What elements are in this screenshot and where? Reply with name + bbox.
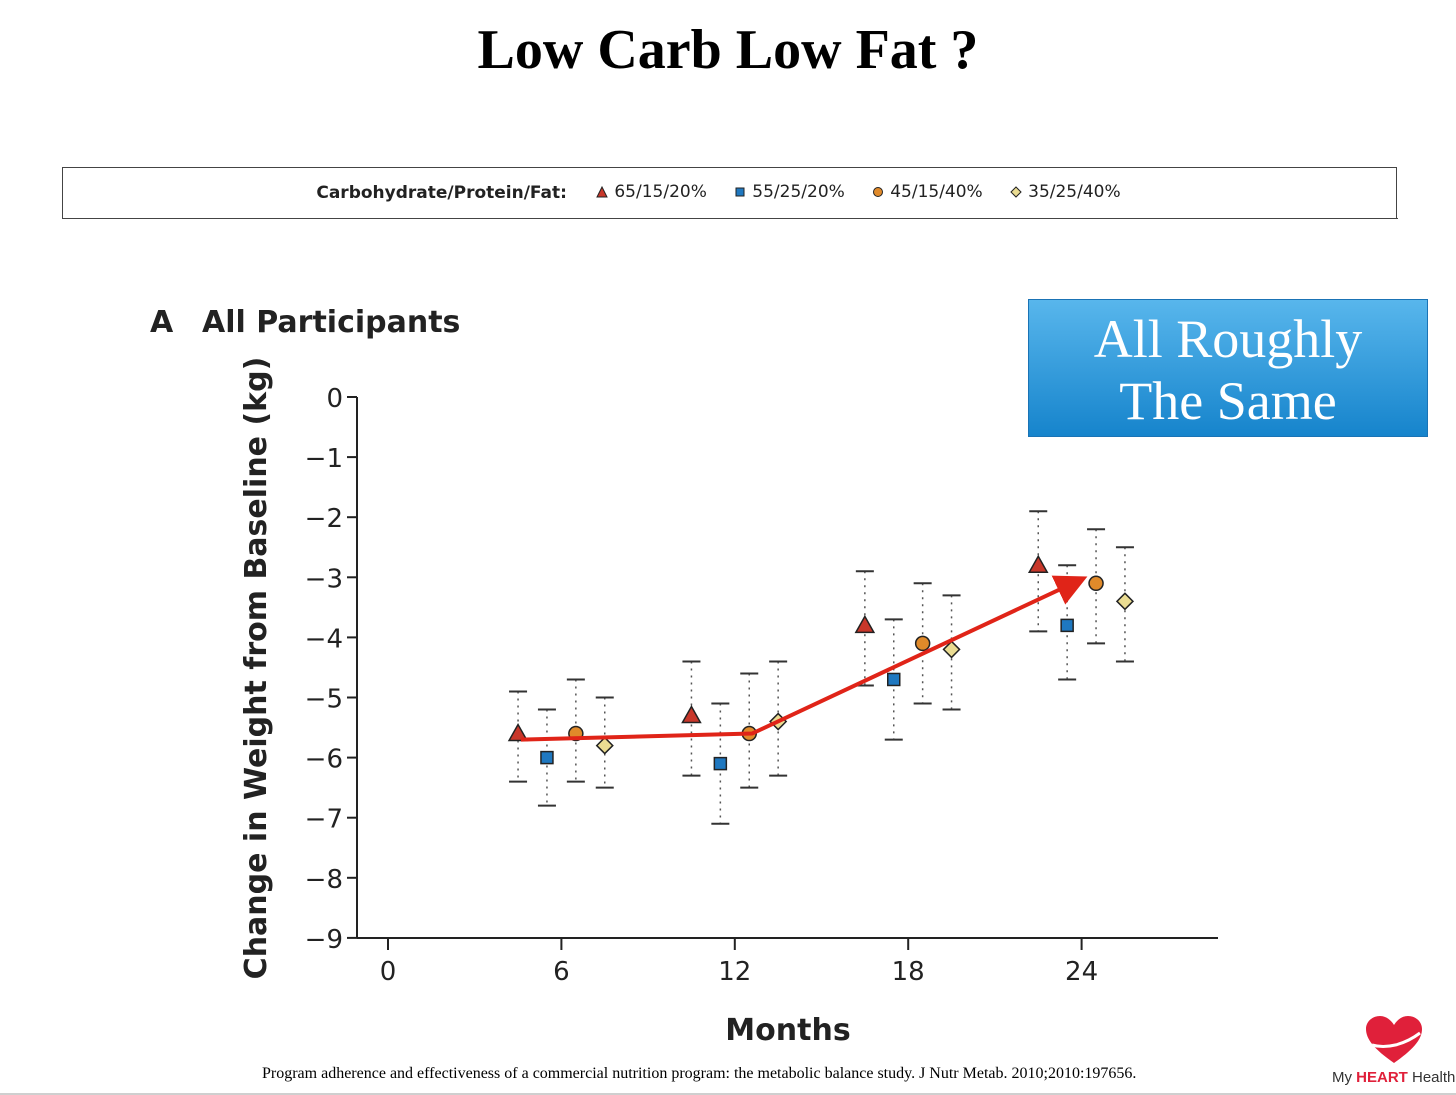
square-marker: [713, 756, 728, 771]
x-tick-label: 12: [718, 957, 751, 987]
triangle-marker: [507, 723, 529, 742]
diamond-marker: [942, 640, 961, 659]
diamond-marker-icon: [1010, 186, 1022, 198]
y-axis-label: Change in Weight from Baseline (kg): [239, 357, 274, 980]
x-tick-label: 24: [1065, 957, 1098, 987]
circle-marker: [1088, 575, 1104, 592]
legend-entry-label: 35/25/40%: [1028, 182, 1121, 202]
circle-marker-icon: [873, 187, 884, 197]
x-tick-label: 0: [380, 957, 397, 987]
triangle-marker-icon: [596, 186, 609, 198]
legend-entry-circle: 45/15/40%: [872, 182, 983, 202]
legend-entry-label: 55/25/20%: [752, 182, 845, 202]
panel-letter: A: [150, 305, 174, 340]
citation: Program adherence and effectiveness of a…: [262, 1065, 1137, 1082]
y-tick-label: −2: [305, 504, 343, 534]
logo-prefix: My: [1332, 1069, 1357, 1086]
panel-title: All Participants: [202, 305, 460, 340]
slide-title: Low Carb Low Fat ?: [477, 19, 979, 81]
y-tick-label: −5: [305, 685, 343, 715]
square-marker: [540, 750, 554, 765]
logo-bold: HEART: [1356, 1069, 1408, 1086]
bottom-rule: [0, 1093, 1456, 1095]
triangle-marker: [1027, 554, 1049, 574]
legend-entry-label: 65/15/20%: [614, 182, 707, 202]
y-tick-label: −4: [305, 624, 343, 654]
y-tick-label: −8: [305, 865, 343, 895]
logo-suffix: Health: [1407, 1069, 1456, 1086]
square-marker-icon: [735, 187, 745, 197]
legend-label: Carbohydrate/Protein/Fat:: [316, 183, 567, 203]
triangle-marker: [854, 614, 876, 634]
legend-entry-square: 55/25/20%: [734, 182, 845, 202]
square-marker: [887, 672, 901, 687]
x-tick-label: 18: [892, 957, 925, 987]
circle-marker: [914, 635, 931, 652]
square-marker: [1060, 618, 1074, 633]
callout-line-1: All Roughly: [1093, 309, 1363, 369]
y-tick-label: −9: [305, 925, 343, 955]
logo-text: My HEART Health: [1332, 1069, 1455, 1086]
diamond-marker: [1115, 592, 1135, 611]
y-tick-label: 0: [326, 384, 343, 414]
callout-box: All Roughly The Same: [1028, 299, 1428, 437]
heart-icon: [1366, 1016, 1422, 1063]
x-tick-label: 6: [553, 957, 570, 987]
legend-entry-triangle: 65/15/20%: [596, 182, 707, 202]
y-tick-label: −6: [305, 745, 343, 775]
logo: My HEART Health: [1330, 1015, 1456, 1095]
legend-entry-diamond: 35/25/40%: [1010, 182, 1121, 202]
y-tick-label: −1: [305, 444, 343, 474]
y-tick-label: −3: [305, 564, 343, 594]
y-tick-label: −7: [305, 805, 343, 835]
callout-line-2: The Same: [1119, 371, 1337, 431]
legend-box: Carbohydrate/Protein/Fat: 65/15/20% 55/2…: [61, 167, 1398, 219]
legend-entry-label: 45/15/40%: [890, 182, 983, 202]
triangle-marker: [681, 705, 702, 724]
diamond-marker: [595, 736, 614, 755]
legend: Carbohydrate/Protein/Fat: 65/15/20% 55/2…: [63, 182, 1396, 203]
x-axis-label: Months: [725, 1013, 850, 1048]
trend-arrow: [520, 575, 1088, 742]
